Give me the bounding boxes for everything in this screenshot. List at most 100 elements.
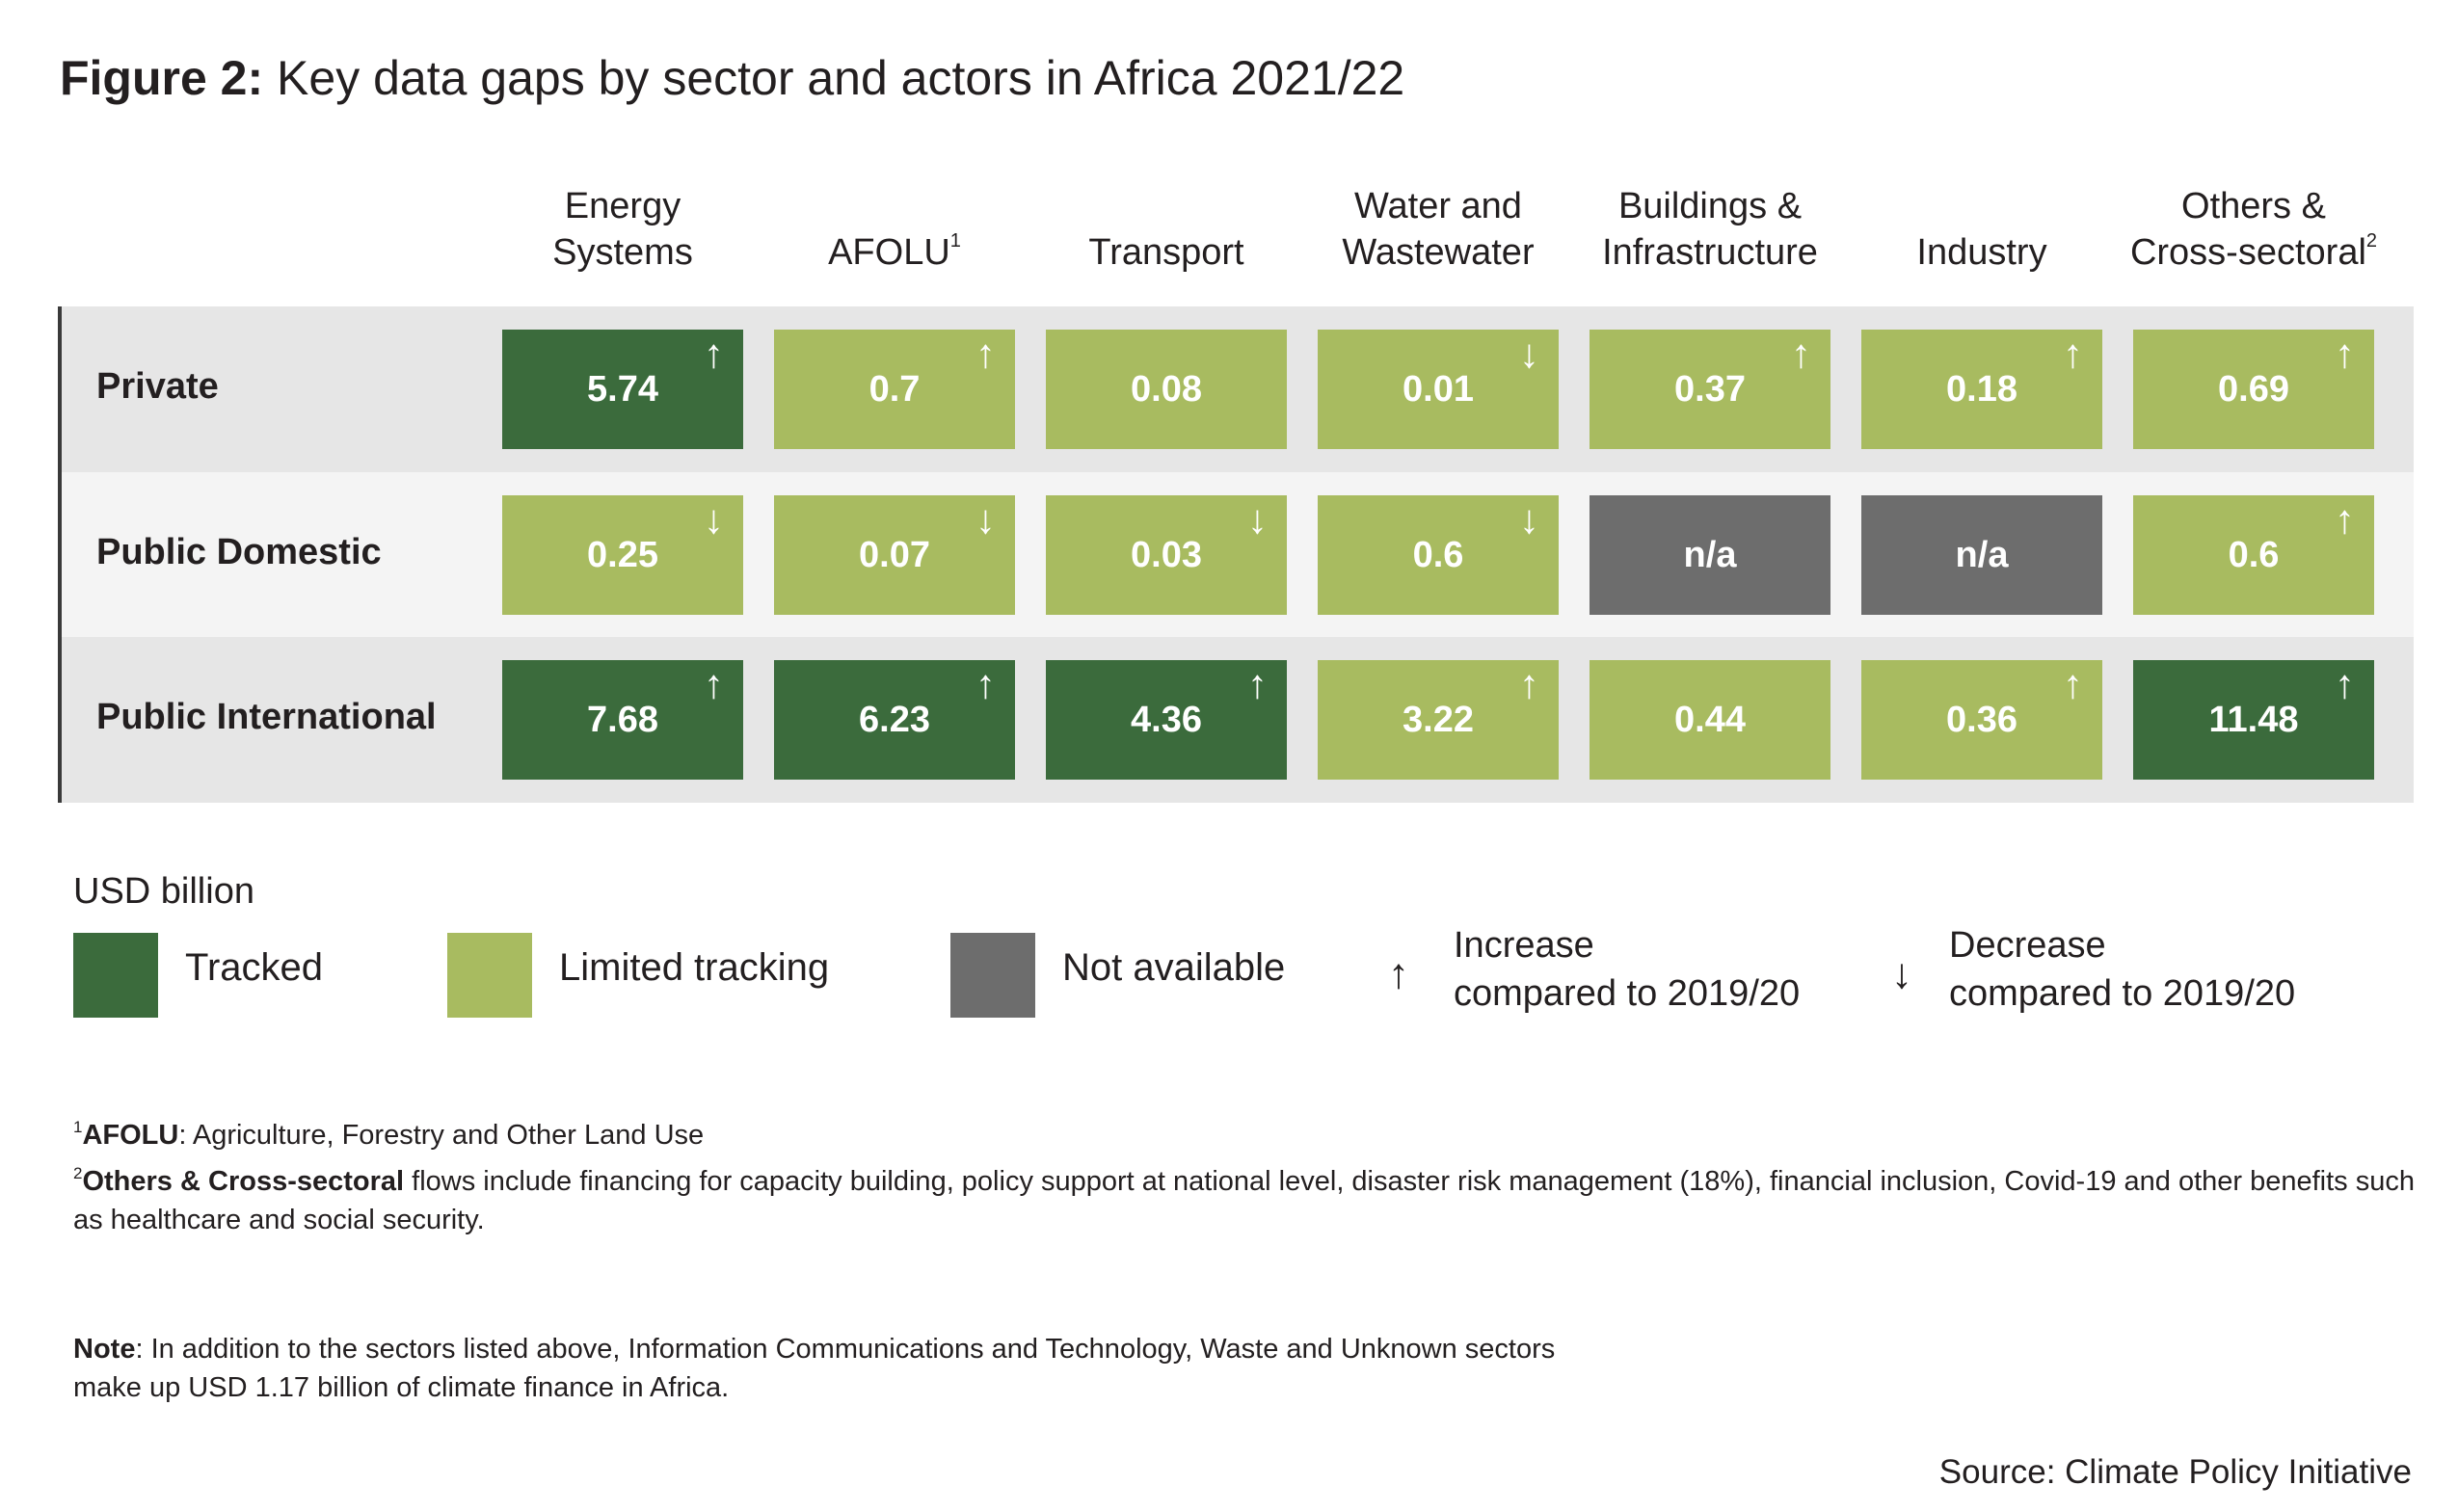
column-header: Energy Systems <box>483 183 762 276</box>
figure-title-text: Key data gaps by sector and actors in Af… <box>277 51 1405 105</box>
column-header: Others & Cross-sectoral2 <box>2114 183 2393 276</box>
column-header-footnote-marker: 1 <box>949 230 961 252</box>
data-cell: 11.48 ↑ <box>2133 660 2374 780</box>
figure-title: Figure 2: Key data gaps by sector and ac… <box>60 50 1404 106</box>
cell-value: 0.6 <box>1412 534 1464 575</box>
column-header-text: Infrastructure <box>1602 232 1818 273</box>
data-cell: 0.01 ↓ <box>1318 330 1559 449</box>
column-header: Water and Wastewater <box>1298 183 1578 276</box>
cell-value: 3.22 <box>1403 699 1474 740</box>
down-arrow-icon: ↓ <box>704 496 724 542</box>
data-cell: 3.22 ↑ <box>1318 660 1559 780</box>
data-cell: 0.37 ↑ <box>1590 330 1830 449</box>
figure-title-prefix: Figure 2: <box>60 51 264 105</box>
column-header-text: Transport <box>1088 232 1244 273</box>
cell-value: 5.74 <box>587 368 658 410</box>
column-header-text: AFOLU <box>828 232 950 273</box>
note: Note: In addition to the sectors listed … <box>73 1330 1577 1407</box>
column-header-line1: Water and <box>1354 186 1522 226</box>
cell-value: 7.68 <box>587 699 658 740</box>
cell-value: 0.08 <box>1131 368 1202 410</box>
up-arrow-icon: ↑ <box>2335 661 2355 706</box>
cell-value: 11.48 <box>2208 699 2299 740</box>
column-header-footnote-marker: 2 <box>2365 230 2378 252</box>
footnote-2-text: flows include financing for capacity bui… <box>73 1166 2415 1235</box>
legend-increase-label: Increase compared to 2019/20 <box>1454 921 1800 1018</box>
down-arrow-icon: ↓ <box>1519 331 1539 376</box>
column-header-text: Systems <box>552 232 693 273</box>
data-cell: 0.44 <box>1590 660 1830 780</box>
column-header-line2: AFOLU1 <box>755 229 1034 276</box>
cell-value: 6.23 <box>859 699 930 740</box>
footnote-2-marker: 2 <box>73 1164 83 1182</box>
down-arrow-icon: ↓ <box>975 496 996 542</box>
footnote-2-term: Others & Cross-sectoral <box>82 1166 405 1197</box>
legend-limited-label: Limited tracking <box>559 946 830 989</box>
legend-increase-line2: compared to 2019/20 <box>1454 973 1801 1014</box>
cell-value: 0.69 <box>2218 368 2289 410</box>
data-cell: 0.25 ↓ <box>502 495 743 615</box>
up-arrow-icon: ↑ <box>2063 331 2083 376</box>
column-header: Transport <box>1027 183 1306 276</box>
down-arrow-icon: ↓ <box>1247 496 1268 542</box>
cell-value: 0.03 <box>1131 534 1202 575</box>
footnote-2: 2Others & Cross-sectoral flows include f… <box>73 1162 2425 1239</box>
cell-value: 0.07 <box>859 534 930 575</box>
legend-decrease-line2: compared to 2019/20 <box>1949 973 2296 1014</box>
up-arrow-icon: ↑ <box>1388 950 1409 997</box>
column-header-line2: Systems <box>483 229 762 276</box>
note-text: : In addition to the sectors listed abov… <box>73 1334 1556 1403</box>
column-header-text: Cross-sectoral <box>2129 232 2366 273</box>
up-arrow-icon: ↑ <box>975 661 996 706</box>
up-arrow-icon: ↑ <box>1791 331 1811 376</box>
up-arrow-icon: ↑ <box>1247 661 1268 706</box>
column-header-line1 <box>755 183 1034 229</box>
column-header-line1 <box>1842 183 2122 229</box>
footnote-1: 1AFOLU: Agriculture, Forestry and Other … <box>73 1116 2387 1154</box>
column-header-line1: Others & <box>2181 186 2326 226</box>
column-header-line1: Buildings & <box>1617 186 1803 226</box>
data-cell: 0.6 ↑ <box>2133 495 2374 615</box>
row-label: Public Domestic <box>96 532 382 572</box>
footnote-1-marker: 1 <box>73 1118 83 1136</box>
data-cell: 7.68 ↑ <box>502 660 743 780</box>
cell-value: 0.01 <box>1403 368 1474 410</box>
legend-tracked-label: Tracked <box>185 946 324 989</box>
column-header: Industry <box>1842 183 2122 276</box>
column-header-line2: Industry <box>1842 229 2122 276</box>
legend-increase-line1: Increase <box>1454 925 1594 966</box>
legend-tracked-swatch <box>73 933 158 1018</box>
data-cell: 0.6 ↓ <box>1318 495 1559 615</box>
cell-value: n/a <box>1955 534 2009 575</box>
footnote-1-term: AFOLU <box>82 1120 179 1151</box>
legend-decrease-line1: Decrease <box>1949 925 2106 966</box>
legend-unit: USD billion <box>73 871 254 912</box>
cell-value: 0.6 <box>2228 534 2280 575</box>
data-cell: 0.03 ↓ <box>1046 495 1287 615</box>
legend-limited-swatch <box>447 933 532 1018</box>
data-cell: 0.18 ↑ <box>1861 330 2102 449</box>
data-cell: 0.36 ↑ <box>1861 660 2102 780</box>
row-label: Public International <box>96 697 437 737</box>
legend-decrease-label: Decrease compared to 2019/20 <box>1949 921 2295 1018</box>
column-header-line1 <box>1027 183 1306 229</box>
data-cell: 0.08 <box>1046 330 1287 449</box>
data-cell: n/a <box>1590 495 1830 615</box>
column-header-line1: Energy <box>564 186 681 226</box>
column-header-line2: Transport <box>1027 229 1306 276</box>
legend-not-available-label: Not available <box>1062 946 1286 989</box>
data-cell: 0.69 ↑ <box>2133 330 2374 449</box>
data-cell: 5.74 ↑ <box>502 330 743 449</box>
note-term: Note <box>73 1334 136 1365</box>
up-arrow-icon: ↑ <box>975 331 996 376</box>
cell-value: 0.18 <box>1946 368 2017 410</box>
column-header-text: Industry <box>1916 232 2047 273</box>
cell-value: 0.37 <box>1674 368 1746 410</box>
up-arrow-icon: ↑ <box>2335 331 2355 376</box>
cell-value: 4.36 <box>1131 699 1202 740</box>
column-header: Buildings & Infrastructure <box>1570 183 1850 276</box>
footnote-1-text: : Agriculture, Forestry and Other Land U… <box>178 1120 705 1151</box>
cell-value: n/a <box>1683 534 1737 575</box>
up-arrow-icon: ↑ <box>2335 496 2355 542</box>
source-credit: Source: Climate Policy Initiative <box>1938 1453 2412 1491</box>
